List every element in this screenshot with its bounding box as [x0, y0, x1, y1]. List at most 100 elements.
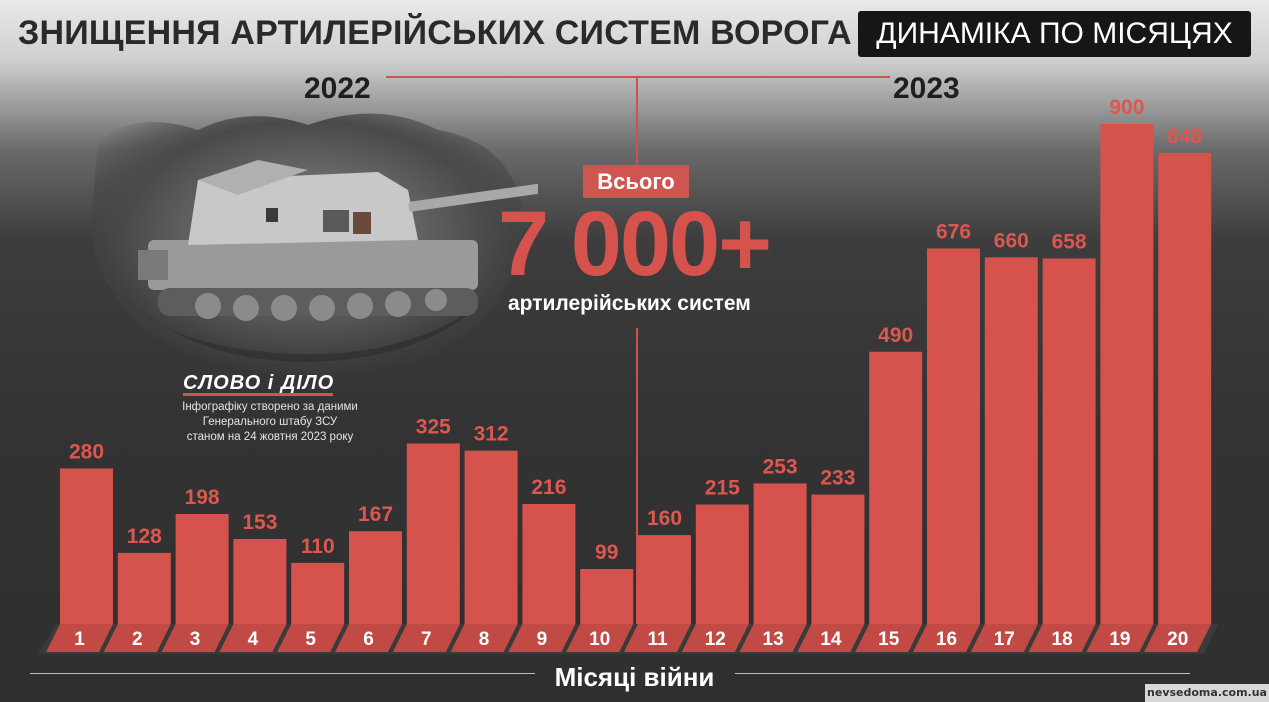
- category-label: 6: [363, 629, 374, 650]
- category-label: 18: [1052, 629, 1073, 650]
- bar-month-14: [811, 494, 865, 624]
- bar-month-12: [695, 504, 749, 624]
- category-label: 10: [589, 629, 610, 650]
- category-label: 20: [1167, 629, 1188, 650]
- year-label-2022: 2022: [304, 72, 371, 105]
- category-tab: [450, 624, 518, 652]
- bar-value-label: 128: [127, 525, 162, 548]
- category-label: 19: [1109, 629, 1130, 650]
- category-label: 5: [305, 629, 316, 650]
- category-tab: [161, 624, 229, 652]
- destroyed-artillery-image: [90, 113, 538, 377]
- year-divider-vertical-top: [636, 76, 638, 168]
- category-tab: [219, 624, 287, 652]
- bar-month-13: [753, 483, 807, 624]
- bar-value-label: 215: [705, 477, 740, 500]
- bar-month-11: [638, 535, 691, 624]
- source-note-line: Інфографіку створено за даними: [182, 401, 358, 413]
- bar-month-5: [291, 562, 345, 624]
- category-tab: [970, 624, 1038, 652]
- category-tab: [855, 624, 923, 652]
- category-tab: [103, 624, 171, 652]
- category-label: 1: [74, 629, 85, 650]
- bar-value-label: 660: [994, 229, 1029, 252]
- watermark-box: nevsedoma.com.ua: [1145, 684, 1269, 702]
- bar-value-label: 280: [69, 440, 104, 463]
- chart-subtitle: ДИНАМІКА ПО МІСЯЦЯХ: [876, 17, 1233, 50]
- chart-title: ЗНИЩЕННЯ АРТИЛЕРІЙСЬКИХ СИСТЕМ ВОРОГА: [18, 14, 852, 52]
- category-label: 13: [763, 629, 784, 650]
- year-divider-line: [386, 76, 890, 78]
- category-label: 7: [421, 629, 432, 650]
- category-tab: [1086, 624, 1154, 652]
- total-badge: Всього: [583, 165, 689, 198]
- bar-month-19: [1100, 124, 1154, 624]
- axis-rule-gap: [535, 665, 735, 683]
- category-tab: [335, 624, 402, 652]
- bar-month-3: [175, 514, 229, 624]
- bar-value-label: 233: [820, 467, 855, 490]
- total-value: 7 000+: [498, 193, 772, 295]
- category-tab: [624, 624, 691, 652]
- bar-value-label: 325: [416, 415, 451, 438]
- category-label: 8: [479, 629, 490, 650]
- category-tab: [739, 624, 807, 652]
- total-caption: артилерійських систем: [508, 292, 751, 315]
- category-tab: [681, 624, 749, 652]
- category-tab: [566, 624, 634, 652]
- category-label: 16: [936, 629, 957, 650]
- bar-month-4: [233, 539, 287, 624]
- bar-month-2: [117, 552, 171, 624]
- bar-value-label: 900: [1109, 96, 1144, 119]
- source-note-line: Генерального штабу ЗСУ: [202, 416, 338, 428]
- category-label: 11: [647, 629, 668, 650]
- bar-value-label: 490: [878, 324, 913, 347]
- bar-month-8: [464, 450, 518, 624]
- category-tab: [1144, 624, 1212, 652]
- bar-month-17: [984, 257, 1038, 624]
- category-label: 12: [705, 629, 726, 650]
- bar-month-15: [869, 351, 923, 624]
- category-label: 14: [820, 629, 842, 650]
- bar-month-10: [580, 569, 634, 624]
- category-tab: [46, 624, 113, 652]
- bar-value-label: 99: [595, 541, 618, 564]
- bar-month-7: [406, 443, 460, 624]
- category-label: 3: [190, 629, 201, 650]
- category-tab: [277, 624, 345, 652]
- category-label: 4: [248, 629, 259, 650]
- category-tab: [913, 624, 980, 652]
- category-label: 2: [132, 629, 143, 650]
- year-divider-vertical-bottom: [636, 328, 638, 628]
- bar-value-label: 198: [185, 486, 220, 509]
- category-tab: [1028, 624, 1096, 652]
- bar-value-label: 253: [763, 455, 798, 478]
- bar-value-label: 160: [647, 507, 682, 530]
- bar-month-16: [927, 248, 980, 624]
- category-tab: [508, 624, 576, 652]
- bar-value-label: 153: [242, 511, 277, 534]
- bar-value-label: 216: [531, 476, 566, 499]
- total-label: Всього: [597, 169, 675, 194]
- source-note: Інфографіку створено за даними Генеральн…: [150, 400, 390, 445]
- bar-month-6: [349, 531, 402, 624]
- brand-logo-underline: [183, 393, 333, 396]
- category-tab: [797, 624, 865, 652]
- year-label-2023: 2023: [893, 72, 960, 105]
- category-label: 17: [994, 629, 1015, 650]
- bar-value-label: 658: [1052, 230, 1087, 253]
- bar-month-20: [1158, 152, 1212, 624]
- x-axis-label: Місяці війни: [554, 662, 715, 692]
- subtitle-badge: ДИНАМІКА ПО МІСЯЦЯХ: [858, 11, 1251, 57]
- bar-value-label: 312: [474, 423, 509, 446]
- bar-month-1: [60, 468, 113, 624]
- bar-value-label: 110: [301, 535, 335, 558]
- watermark-text: nevsedoma.com.ua: [1147, 686, 1267, 699]
- category-label: 15: [878, 629, 900, 650]
- bar-value-label: 848: [1167, 125, 1202, 148]
- bar-value-label: 676: [936, 220, 971, 243]
- category-tab: [392, 624, 460, 652]
- category-label: 9: [537, 629, 548, 650]
- brand-logo: СЛОВО і ДІЛО: [183, 372, 335, 394]
